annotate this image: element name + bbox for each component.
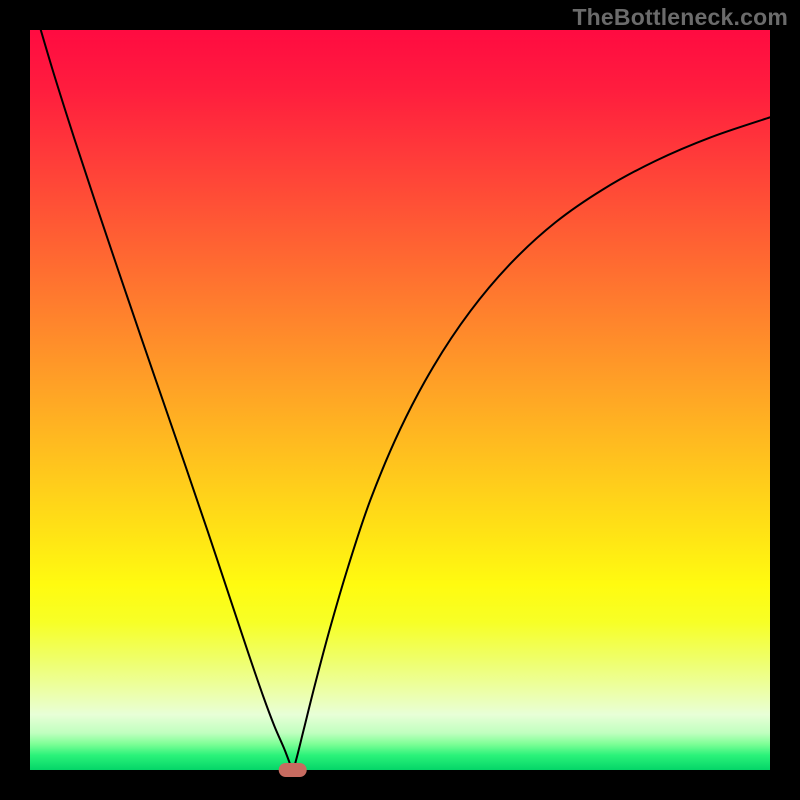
gradient-background bbox=[30, 30, 770, 770]
chart-stage: TheBottleneck.com bbox=[0, 0, 800, 800]
bottleneck-chart bbox=[0, 0, 800, 800]
optimum-marker bbox=[279, 763, 307, 777]
watermark-text: TheBottleneck.com bbox=[572, 4, 788, 31]
